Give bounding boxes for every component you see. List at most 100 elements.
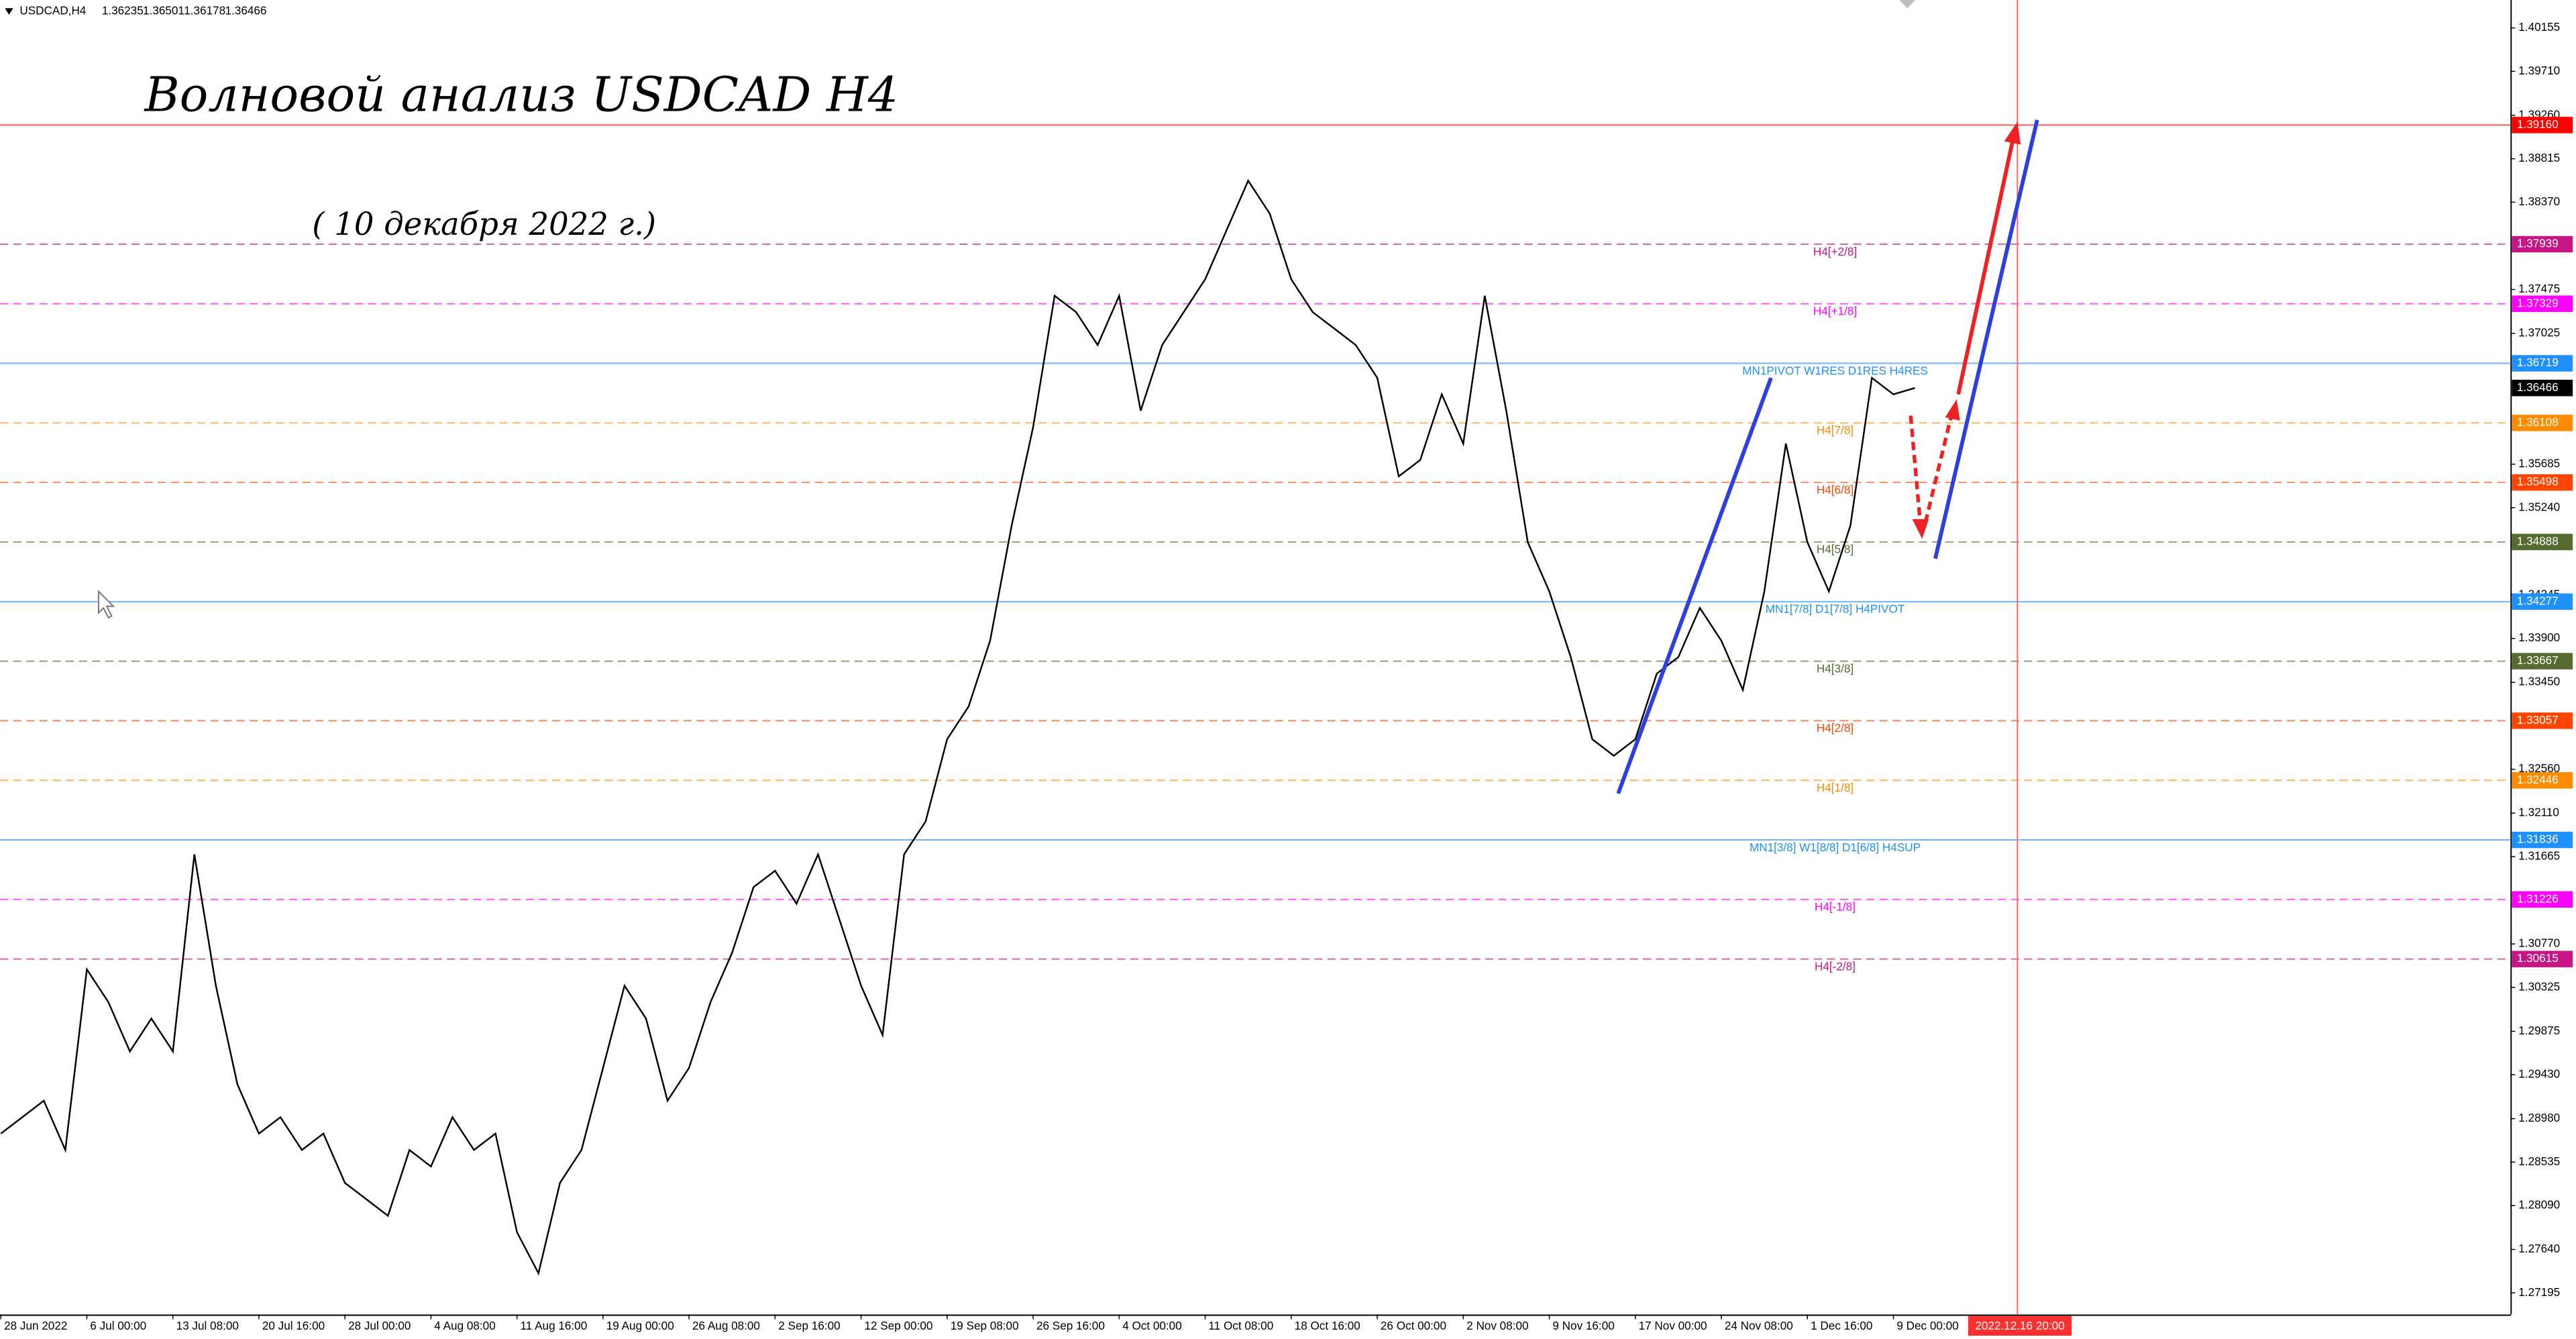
level-label: H4[6/8]	[1817, 483, 1854, 496]
forecast-arrow	[1923, 413, 1954, 523]
x-tick-label: 26 Sep 16:00	[1036, 1319, 1105, 1332]
y-tick-label: 1.29430	[2518, 1067, 2560, 1081]
level-price-tag-box	[2512, 712, 2573, 729]
x-tick-label: 11 Oct 08:00	[1208, 1319, 1273, 1332]
y-tick-label: 1.33450	[2518, 675, 2560, 688]
arrow-head	[1945, 399, 1960, 421]
level-label: H4[-1/8]	[1815, 900, 1856, 914]
y-tick-label: 1.38815	[2518, 151, 2560, 164]
x-tick-label: 13 Jul 08:00	[176, 1319, 239, 1332]
x-tick-label: 24 Nov 08:00	[1725, 1319, 1793, 1332]
level-price-tag-box	[2512, 653, 2573, 670]
cursor-time-label: 2022.12.16 20:00	[1975, 1319, 2064, 1332]
level-price-tag-box	[2512, 117, 2573, 133]
level-price-tag-text: 1.34888	[2517, 534, 2559, 547]
level-label: H4[1/8]	[1817, 781, 1854, 794]
ohlc-value: 1.36501	[143, 4, 184, 17]
level-price-tag-text: 1.33057	[2517, 713, 2559, 727]
menu-triangle[interactable]	[5, 8, 13, 15]
y-tick-label: 1.39710	[2518, 64, 2560, 77]
level-price-tag-box	[2512, 474, 2573, 491]
x-tick-label: 28 Jul 00:00	[348, 1319, 411, 1332]
y-tick-label: 1.32560	[2518, 761, 2560, 775]
x-tick-label: 26 Oct 00:00	[1381, 1319, 1446, 1332]
x-tick-label: 2 Nov 08:00	[1466, 1319, 1528, 1332]
x-tick-label: 4 Aug 08:00	[434, 1319, 495, 1332]
wave-line	[1616, 377, 1773, 794]
level-price-tag-text: 1.34277	[2517, 594, 2559, 607]
level-label: MN1PIVOT W1RES D1RES H4RES	[1742, 364, 1928, 377]
y-tick-label: 1.35685	[2518, 457, 2560, 470]
y-tick-label: 1.32110	[2518, 806, 2559, 819]
y-tick-label: 1.40155	[2518, 20, 2560, 34]
y-tick-label: 1.37025	[2518, 326, 2560, 339]
y-tick-label: 1.33900	[2518, 631, 2560, 644]
level-price-tag-text: 1.30615	[2517, 951, 2559, 965]
chart-subtitle: ( 10 декабря 2022 г.)	[312, 206, 656, 242]
level-price-tag-box	[2512, 831, 2573, 849]
level-price-tag-box	[2512, 951, 2573, 967]
axes: 1.401551.397101.392601.388151.383701.374…	[0, 20, 2573, 1332]
level-price-tag-box	[2512, 295, 2573, 313]
level-label: MN1[3/8] W1[8/8] D1[6/8] H4SUP	[1750, 841, 1921, 854]
forecast-arrow	[1909, 415, 1923, 526]
shift-marker[interactable]	[1899, 0, 1916, 9]
level-price-tag-box	[2512, 593, 2573, 610]
x-tick-label: 17 Nov 00:00	[1639, 1319, 1707, 1332]
x-tick-label: 4 Oct 00:00	[1122, 1319, 1182, 1332]
level-label: H4[7/8]	[1817, 423, 1854, 437]
level-price-tag-box	[2512, 891, 2573, 908]
y-tick-label: 1.38370	[2518, 195, 2560, 208]
wave-line	[1933, 119, 2039, 559]
x-tick-label: 19 Aug 00:00	[606, 1319, 674, 1332]
current-price-tag-text: 1.36466	[2517, 380, 2559, 394]
ohlc-value: 1.36235	[102, 4, 144, 17]
level-price-tag-box	[2512, 235, 2573, 253]
arrow-head	[1912, 519, 1929, 539]
level-label: H4[3/8]	[1817, 661, 1854, 675]
chart-title: Волновой анализ USDCAD H4	[144, 66, 898, 122]
level-price-tag-text: 1.32446	[2517, 773, 2559, 786]
x-tick-label: 20 Jul 16:00	[262, 1319, 325, 1332]
y-tick-label: 1.28535	[2518, 1155, 2560, 1168]
levels: H4[+2/8] H4[+1/8] MN1PIVOT W1RES D1RES H4R…	[0, 124, 2511, 973]
y-tick-label: 1.30325	[2518, 979, 2560, 993]
cursor-time-box	[1968, 1316, 2072, 1336]
level-price-tag-box	[2512, 772, 2573, 789]
x-tick-label: 12 Sep 00:00	[864, 1319, 932, 1332]
level-price-tag-text: 1.36108	[2517, 415, 2559, 429]
y-tick-label: 1.31665	[2518, 849, 2560, 862]
level-label: H4[5/8]	[1817, 543, 1854, 556]
level-price-tag-text: 1.31836	[2517, 833, 2559, 846]
y-tick-label: 1.29875	[2518, 1024, 2560, 1037]
level-label: H4[2/8]	[1817, 721, 1854, 735]
arrow-head	[2004, 121, 2021, 145]
x-tick-label: 26 Aug 08:00	[692, 1319, 760, 1332]
level-price-tag-box	[2512, 415, 2573, 431]
ohlc-value: 1.36178	[184, 4, 225, 17]
y-tick-label: 1.35240	[2518, 500, 2560, 513]
level-price-tag-box	[2512, 533, 2573, 551]
x-tick-label: 1 Dec 16:00	[1811, 1319, 1872, 1332]
y-tick-label: 1.28980	[2518, 1111, 2560, 1124]
x-tick-label: 9 Nov 16:00	[1552, 1319, 1614, 1332]
level-label: H4[+1/8]	[1813, 305, 1857, 318]
y-tick-label: 1.28090	[2518, 1198, 2560, 1212]
level-price-tag-text: 1.36719	[2517, 356, 2559, 369]
level-label: H4[+2/8]	[1813, 245, 1857, 258]
level-price-tag-text: 1.31226	[2517, 892, 2559, 905]
x-tick-label: 11 Aug 16:00	[521, 1319, 588, 1332]
y-tick-label: 1.27640	[2518, 1242, 2560, 1255]
level-price-tag-text: 1.37939	[2517, 237, 2559, 250]
level-label: MN1[7/8] D1[7/8] H4PIVOT	[1766, 602, 1905, 616]
symbol-label: USDCAD,H4	[19, 4, 86, 17]
level-label: H4[-2/8]	[1815, 959, 1856, 973]
series	[0, 178, 1915, 1276]
x-tick-label: 2 Sep 16:00	[778, 1319, 840, 1332]
current-price-tag-box	[2512, 380, 2573, 396]
forecast-arrow	[1956, 141, 2015, 395]
x-tick-label: 9 Dec 00:00	[1896, 1319, 1958, 1332]
level-price-tag-text: 1.39160	[2517, 117, 2559, 131]
